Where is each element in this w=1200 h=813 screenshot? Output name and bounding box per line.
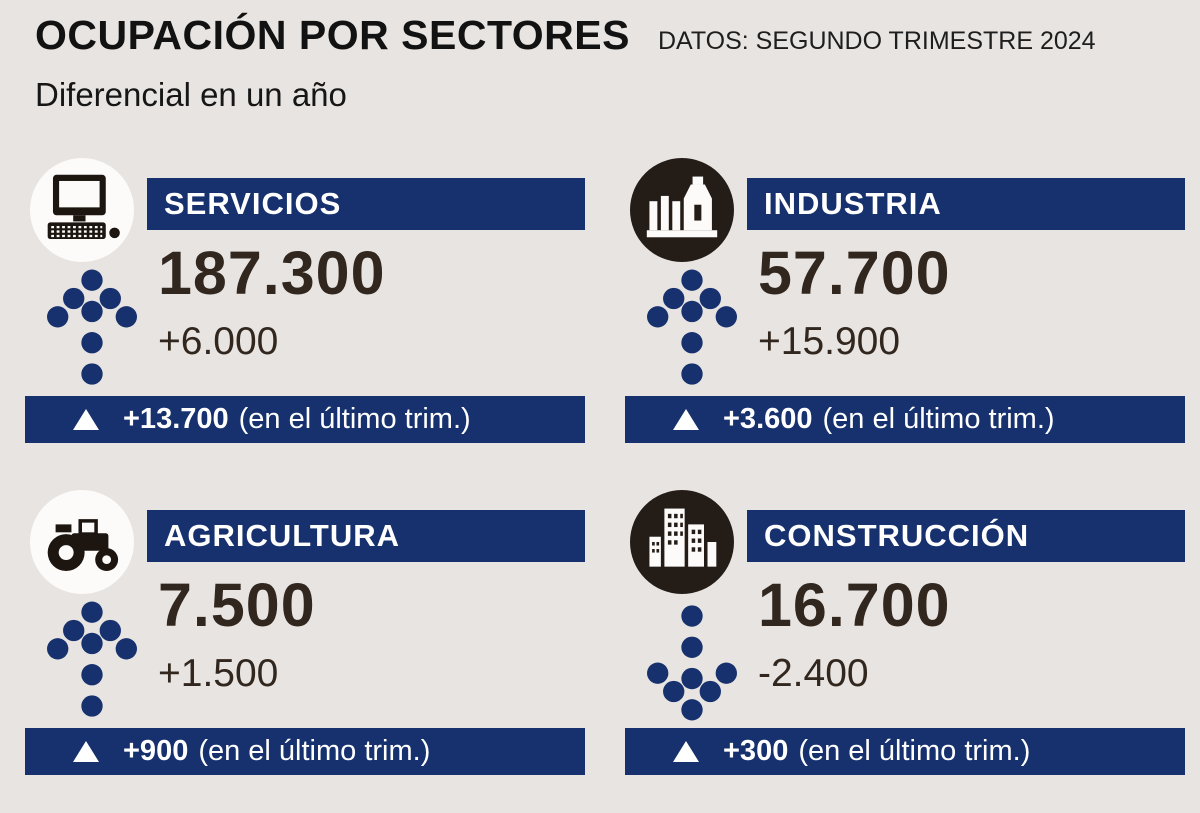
quarter-note: (en el último trim.) — [798, 735, 1031, 767]
computer-icon-svg — [47, 174, 120, 240]
quarter-bar: +300 (en el último trim.) — [625, 728, 1185, 775]
sector-name-bar: CONSTRUCCIÓN — [747, 510, 1185, 562]
sector-name: AGRICULTURA — [164, 518, 401, 553]
data-source: DATOS: SEGUNDO TRIMESTRE 2024 — [657, 27, 1096, 55]
quarter-bar: +900 (en el último trim.) — [25, 728, 585, 775]
quarter-note: (en el último trim.) — [238, 403, 471, 435]
quarter-change: +3.600 — [723, 403, 813, 435]
sector-name-bar: AGRICULTURA — [147, 510, 585, 562]
up-triangle-icon — [673, 409, 699, 430]
sector-year-change: +1.500 — [158, 652, 279, 695]
up-triangle-icon — [73, 741, 99, 762]
sector-value: 57.700 — [758, 239, 951, 307]
sector-card-agricultura: AGRICULTURA 7.500 +1.50 — [25, 480, 585, 775]
factory-icon — [630, 158, 734, 262]
buildings-icon-svg — [649, 508, 717, 567]
sector-name-bar: INDUSTRIA — [747, 178, 1185, 230]
computer-icon — [30, 158, 134, 262]
page-title: OCUPACIÓN POR SECTORES — [35, 12, 630, 58]
sector-value: 7.500 — [158, 571, 316, 639]
up-triangle-icon — [73, 409, 99, 430]
quarter-change: +13.700 — [123, 403, 229, 435]
sector-year-change: +15.900 — [758, 320, 901, 363]
tractor-icon-svg — [47, 519, 119, 572]
sector-value: 187.300 — [158, 239, 386, 307]
subtitle: Diferencial en un año — [35, 76, 347, 113]
quarter-bar: +13.700 (en el último trim.) — [25, 396, 585, 443]
sector-name-bar: SERVICIOS — [147, 178, 585, 230]
quarter-change: +900 — [123, 735, 189, 767]
sector-year-change: -2.400 — [758, 652, 869, 695]
quarter-change: +300 — [723, 735, 789, 767]
factory-icon-svg — [646, 176, 718, 238]
sector-name: INDUSTRIA — [764, 186, 942, 221]
trend-up-arrow-icon — [41, 600, 143, 722]
header: OCUPACIÓN POR SECTORES DATOS: SEGUNDO TR… — [35, 12, 1096, 59]
sector-name: CONSTRUCCIÓN — [764, 518, 1030, 553]
trend-down-arrow-icon — [641, 600, 743, 722]
sector-card-servicios: SERVICIOS 187.300 +6.00 — [25, 148, 585, 443]
buildings-icon — [630, 490, 734, 594]
quarter-bar: +3.600 (en el último trim.) — [625, 396, 1185, 443]
tractor-icon — [30, 490, 134, 594]
sector-year-change: +6.000 — [158, 320, 279, 363]
sector-value: 16.700 — [758, 571, 951, 639]
sector-card-construccion: CONSTRUCCIÓN 16.700 -2. — [625, 480, 1185, 775]
up-triangle-icon — [673, 741, 699, 762]
trend-up-arrow-icon — [41, 268, 143, 390]
sector-card-industria: INDUSTRIA 57.700 +15.90 — [625, 148, 1185, 443]
quarter-note: (en el último trim.) — [198, 735, 431, 767]
quarter-note: (en el último trim.) — [822, 403, 1055, 435]
trend-up-arrow-icon — [641, 268, 743, 390]
sector-name: SERVICIOS — [164, 186, 342, 221]
sector-grid: SERVICIOS 187.300 +6.00 — [25, 148, 1185, 775]
